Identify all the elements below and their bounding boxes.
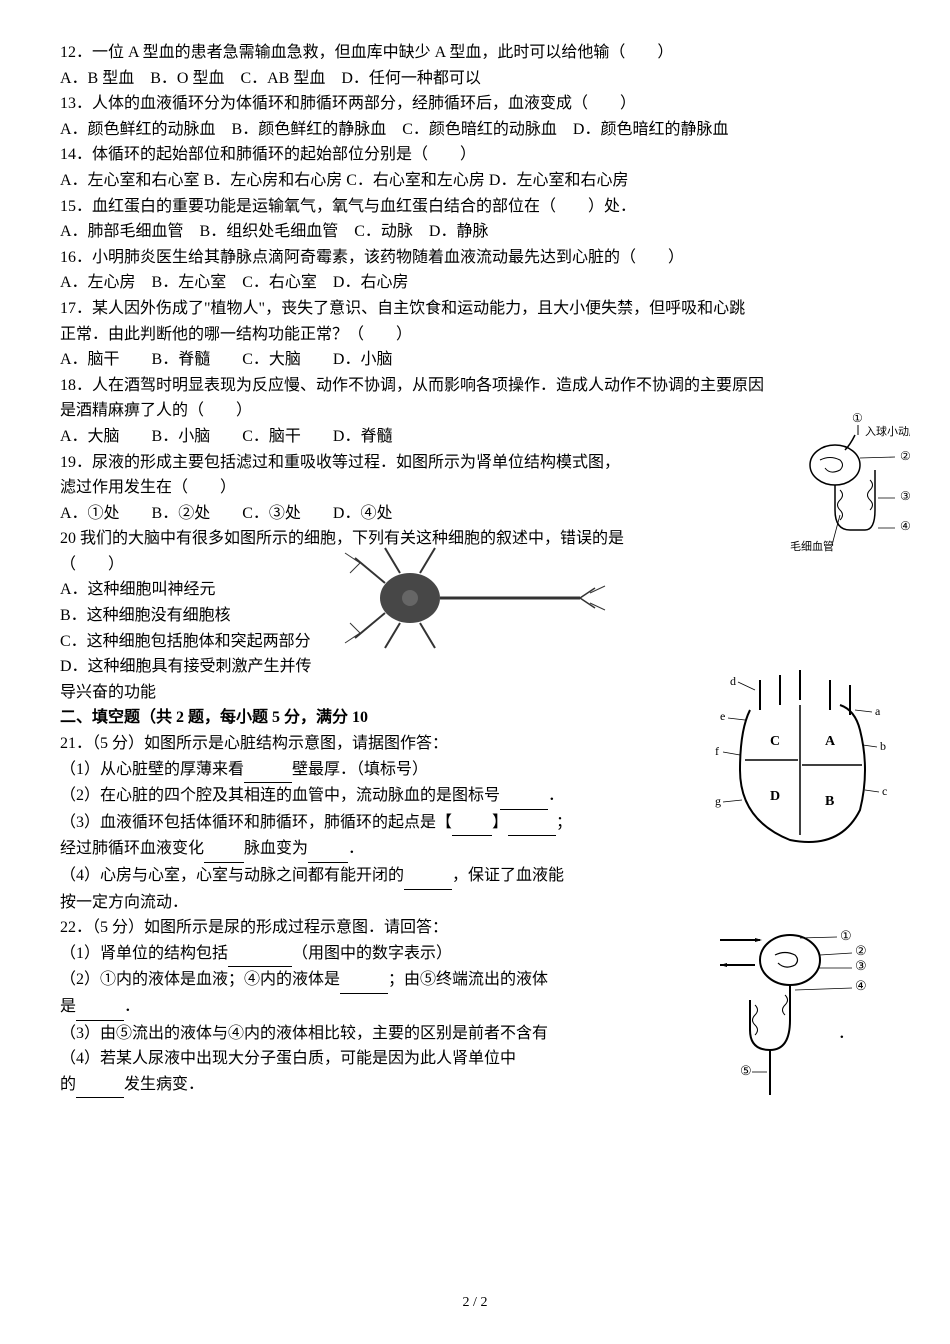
heart-label-d: d [730,674,736,688]
q21-p3e: 脉血变为 [244,840,308,857]
question-15: 15．血红蛋白的重要功能是运输氧气，氧气与血红蛋白结合的部位在（ ）处． A．肺… [60,194,890,245]
heart-label-D: D [770,789,780,804]
question-16: 16．小明肺炎医生给其静脉点滴阿奇霉素，该药物随着血液流动最先达到心脏的（ ） … [60,245,890,296]
nephron-label-1: ① [852,411,863,425]
q17-text1: 17．某人因外伤成了"植物人"，丧失了意识、自主饮食和运动能力，且大小便失禁，但… [60,300,745,317]
q19-text2: 滤过作用发生在（ ） [60,479,236,496]
q21-p3d: 经过肺循环血液变化 [60,840,204,857]
q22-p1b: （用图中的数字表示） [292,945,452,962]
blank-21-3c [204,836,244,863]
urine-label-5: ⑤ [740,1063,752,1078]
q20-optD2: 导兴奋的功能 [60,684,156,701]
q20-optD: D．这种细胞具有接受刺激产生并传 [60,658,312,675]
blank-21-2 [500,783,548,810]
blank-22-4 [76,1072,124,1099]
q20-text2: （ ） [60,556,124,573]
q20-optB: B．这种细胞没有细胞核 [60,607,231,624]
nephron-label-2: ② [900,449,910,463]
question-18: 18．人在酒驾时明显表现为反应慢、动作不协调，从而影响各项操作．造成人动作不协调… [60,373,890,450]
q21-p1b: 壁最厚．（填标号） [292,761,428,778]
q20-optA: A．这种细胞叫神经元 [60,581,216,598]
figure-nephron: ① 入球小动脉 ② ③ ④ 毛细血管 [790,410,910,580]
q14-text: 14．体循环的起始部位和肺循环的起始部位分别是（ ） [60,146,476,163]
heart-label-e: e [720,709,725,723]
q20-optC: C．这种细胞包括胞体和突起两部分 [60,633,311,650]
question-14: 14．体循环的起始部位和肺循环的起始部位分别是（ ） A．左心室和右心室 B．左… [60,142,890,193]
q22-p2b: ；由⑤终端流出的液体 [388,971,548,988]
heart-label-b: b [880,739,886,753]
q21-p1a: （1）从心脏壁的厚薄来看 [60,761,244,778]
heart-label-A: A [825,734,836,749]
q21-p4c: 按一定方向流动． [60,894,188,911]
q22-p1a: （1）肾单位的结构包括 [60,945,228,962]
q22-p4c: 发生病变． [124,1076,204,1093]
blank-22-1 [228,941,292,968]
urine-label-1: ① [840,928,852,943]
q15-text: 15．血红蛋白的重要功能是运输氧气，氧气与血红蛋白结合的部位在（ ）处． [60,198,636,215]
heart-label-f: f [715,744,719,758]
q19-text1: 19．尿液的形成主要包括滤过和重吸收等过程．如图所示为肾单位结构模式图， [60,454,620,471]
blank-21-3b [508,810,556,837]
heart-label-B: B [825,794,834,809]
nephron-label-3: ③ [900,489,910,503]
nephron-label-4: ④ [900,519,910,533]
q21-intro: 21．（5 分）如图所示是心脏结构示意图，请据图作答： [60,735,448,752]
q21-p2b: ． [548,787,564,804]
nephron-label-artery: 入球小动脉 [865,424,910,438]
urine-label-3: ③ [855,958,867,973]
q13-text: 13．人体的血液循环分为体循环和肺循环两部分，经肺循环后，血液变成（ ） [60,95,636,112]
q22-p4a: （4）若某人尿液中出现大分子蛋白质，可能是因为此人肾单位中 [60,1050,516,1067]
q17-text2: 正常．由此判断他的哪一结构功能正常？（ ） [60,326,412,343]
q16-text: 16．小明肺炎医生给其静脉点滴阿奇霉素，该药物随着血液流动最先达到心脏的（ ） [60,249,684,266]
urine-label-4: ④ [855,978,867,993]
nephron-label-cap: 毛细血管 [790,539,834,553]
q21-p3a: （3）血液循环包括体循环和肺循环，肺循环的起点是【 [60,814,452,831]
heart-label-a: a [875,704,881,718]
question-13: 13．人体的血液循环分为体循环和肺循环两部分，经肺循环后，血液变成（ ） A．颜… [60,91,890,142]
blank-22-2b [76,994,124,1021]
q13-options: A．颜色鲜红的动脉血 B．颜色鲜红的静脉血 C．颜色暗红的动脉血 D．颜色暗红的… [60,121,728,138]
q14-options: A．左心室和右心室 B．左心房和右心房 C．右心室和左心房 D．左心室和右心房 [60,172,628,189]
q21-p2a: （2）在心脏的四个腔及其相连的血管中，流动脉血的是图标号 [60,787,500,804]
q16-options: A．左心房 B．左心室 C．右心室 D．右心房 [60,274,408,291]
q19-options: A．①处 B．②处 C．③处 D．④处 [60,505,392,522]
q22-p3a: （3）由⑤流出的液体与④内的液体相比较，主要的区别是前者不含有 [60,1025,548,1042]
figure-heart: C A D B d a b c e f g [700,650,900,870]
blank-21-3d [308,836,348,863]
figure-neuron [330,538,610,658]
page-number: 2 / 2 [463,1292,488,1314]
q12-text: 12．一位 A 型血的患者急需输血急救，但血库中缺少 A 型血，此时可以给他输（… [60,44,673,61]
blank-22-2a [340,967,388,994]
heart-label-g: g [715,794,721,808]
q22-p2c: 是 [60,998,76,1015]
q21-p4b: ，保证了血液能 [452,867,564,884]
q21-p3b: 】 [492,814,508,831]
q22-p2d: ． [124,998,140,1015]
q22-p2a: （2）①内的液体是血液；④内的液体是 [60,971,340,988]
blank-21-4 [404,863,452,890]
blank-21-3a [452,810,492,837]
q21-p3f: ． [348,840,364,857]
q18-text2: 是酒精麻痹了人的（ ） [60,402,252,419]
blank-21-1 [244,757,292,784]
question-17: 17．某人因外伤成了"植物人"，丧失了意识、自主饮食和运动能力，且大小便失禁，但… [60,296,890,373]
urine-label-2: ② [855,943,867,958]
figure-urine: ① ② ③ ④ ⑤ [700,920,900,1120]
q22-intro: 22．（5 分）如图所示是尿的形成过程示意图．请回答： [60,919,448,936]
q15-options: A．肺部毛细血管 B．组织处毛细血管 C．动脉 D．静脉 [60,223,488,240]
q22-p4b: 的 [60,1076,76,1093]
q21-p4a: （4）心房与心室，心室与动脉之间都有能开闭的 [60,867,404,884]
heart-label-C: C [770,734,780,749]
q12-options: A．B 型血 B．O 型血 C．AB 型血 D．任何一种都可以 [60,70,481,87]
q21-p3c: ； [556,814,572,831]
question-19: 19．尿液的形成主要包括滤过和重吸收等过程．如图所示为肾单位结构模式图， 滤过作… [60,450,890,527]
question-12: 12．一位 A 型血的患者急需输血急救，但血库中缺少 A 型血，此时可以给他输（… [60,40,890,91]
heart-label-c: c [882,784,887,798]
q17-options: A．脑干 B．脊髓 C．大脑 D．小脑 [60,351,392,368]
q18-text1: 18．人在酒驾时明显表现为反应慢、动作不协调，从而影响各项操作．造成人动作不协调… [60,377,764,394]
q18-options: A．大脑 B．小脑 C．脑干 D．脊髓 [60,428,392,445]
